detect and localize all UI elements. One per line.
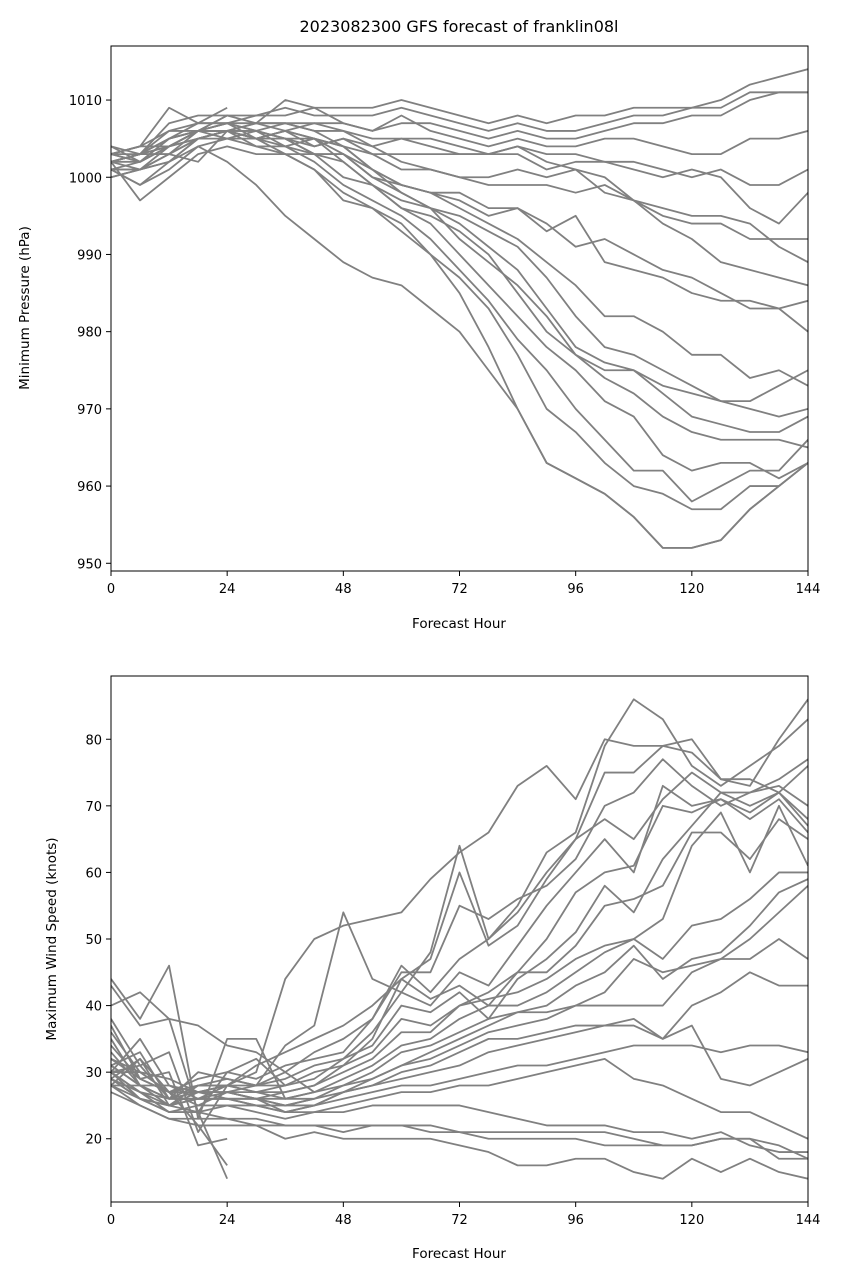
pressure-y-axis-label: Minimum Pressure (hPa) [17, 226, 33, 390]
wind-y-tick-label: 20 [85, 1133, 102, 1148]
wind-y-tick-label: 50 [85, 933, 102, 948]
pressure-y-tick-label: 1010 [69, 94, 102, 109]
pressure-x-tick-label: 48 [335, 582, 352, 597]
pressure-x-tick-label: 144 [796, 582, 821, 597]
wind-y-tick-label: 30 [85, 1066, 102, 1081]
wind-x-tick-label: 72 [451, 1213, 468, 1228]
wind-y-tick-label: 70 [85, 800, 102, 815]
pressure-x-tick-label: 24 [219, 582, 236, 597]
wind-x-tick-label: 144 [796, 1213, 821, 1228]
pressure-y-tick-label: 980 [77, 326, 102, 341]
pressure-x-tick-label: 72 [451, 582, 468, 597]
pressure-y-tick-label: 950 [77, 557, 102, 572]
wind-y-tick-label: 80 [85, 733, 102, 748]
pressure-y-tick-label: 970 [77, 403, 102, 418]
pressure-y-tick-label: 1000 [69, 171, 102, 186]
wind-x-axis-label: Forecast Hour [412, 1246, 506, 1262]
wind-x-tick-label: 96 [567, 1213, 584, 1228]
pressure-y-tick-label: 960 [77, 480, 102, 495]
pressure-y-tick-label: 990 [77, 248, 102, 263]
wind-x-tick-label: 120 [679, 1213, 704, 1228]
pressure-x-tick-label: 120 [679, 582, 704, 597]
wind-x-tick-label: 0 [107, 1213, 115, 1228]
wind-y-axis-label: Maximum Wind Speed (knots) [44, 837, 60, 1040]
figure: 2023082300 GFS forecast of franklin08l 0… [0, 0, 843, 1279]
wind-x-tick-label: 48 [335, 1213, 352, 1228]
pressure-x-tick-label: 96 [567, 582, 584, 597]
pressure-x-tick-label: 0 [107, 582, 115, 597]
wind-y-tick-label: 40 [85, 1000, 102, 1015]
wind-y-tick-label: 60 [85, 866, 102, 881]
wind-x-tick-label: 24 [219, 1213, 236, 1228]
pressure-x-axis-label: Forecast Hour [412, 616, 506, 632]
pressure-chart-title: 2023082300 GFS forecast of franklin08l [300, 17, 619, 36]
